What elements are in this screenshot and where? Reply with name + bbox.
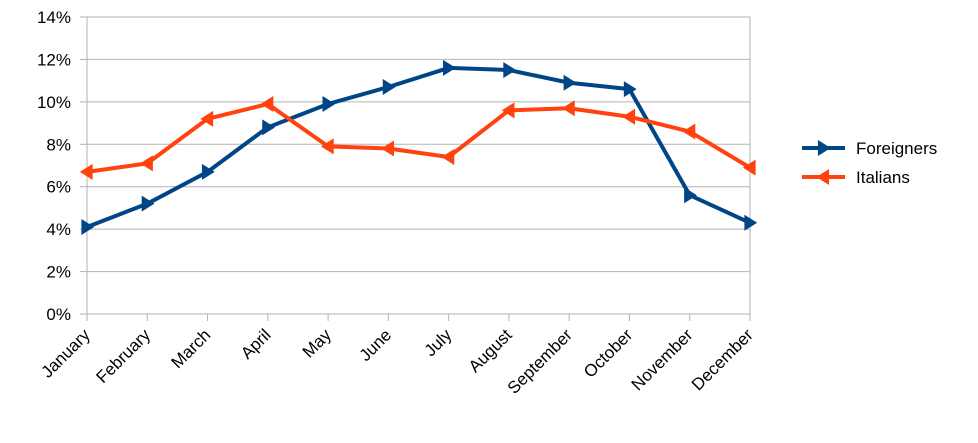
x-tick-label: August [465,325,516,376]
y-tick-label: 8% [46,135,71,154]
data-point-foreigners [684,187,697,204]
y-tick-label: 6% [46,178,71,197]
x-tick-label: December [688,325,757,394]
data-point-foreigners [563,74,577,91]
x-tick-label: June [356,325,396,365]
data-point-foreigners [443,59,456,76]
x-tick-label: January [38,325,95,382]
y-tick-label: 12% [37,50,71,69]
legend-item-foreigners: Foreigners [802,139,937,158]
x-tick-label: March [168,325,215,372]
data-point-foreigners [382,79,396,96]
data-point-italians [742,159,756,176]
data-point-italians [381,140,394,157]
x-tick-label: October [580,325,636,381]
x-tick-label: November [628,325,697,394]
y-tick-label: 10% [37,93,71,112]
x-tick-label: February [93,325,155,387]
x-tick-label: July [421,325,456,360]
y-axis-tick-labels: 0% 2% 4% 6% 8% 10% 12% 14% [37,8,71,324]
data-point-italians [79,163,93,180]
x-tick-label: May [299,325,335,361]
data-point-foreigners [503,62,517,79]
data-point-italians [260,95,274,112]
y-tick-label: 2% [46,263,71,282]
data-point-foreigners [201,163,215,180]
y-tick-label: 0% [46,305,71,324]
legend-label: Foreigners [856,139,937,158]
data-point-italians [320,138,334,155]
series-foreigners [81,59,758,236]
legend-label: Italians [856,168,910,187]
data-point-foreigners [322,95,336,112]
series-line-foreigners [86,65,751,229]
data-point-foreigners [262,119,276,136]
data-point-foreigners [623,81,637,98]
data-point-italians [501,102,515,119]
y-tick-label: 4% [46,220,71,239]
data-point-foreigners [744,214,758,231]
legend-marker [816,169,830,185]
data-point-italians [622,108,636,125]
data-point-foreigners [141,195,155,212]
data-point-italians [441,149,455,166]
data-point-italians [682,123,696,140]
grid-lines [87,16,750,315]
data-point-italians [200,110,214,127]
legend-item-italians: Italians [802,168,910,187]
x-tick-label: September [504,325,576,397]
series-lines [79,59,758,236]
legend-marker [817,140,831,156]
y-tick-label: 14% [37,8,71,27]
data-point-italians [561,100,575,117]
data-point-italians [140,155,153,172]
axes [80,16,751,321]
data-point-foreigners [81,219,95,236]
series-italians [79,95,756,180]
legend: Foreigners Italians [802,139,937,187]
series-line-italians [86,101,752,174]
x-tick-label: April [237,325,274,362]
